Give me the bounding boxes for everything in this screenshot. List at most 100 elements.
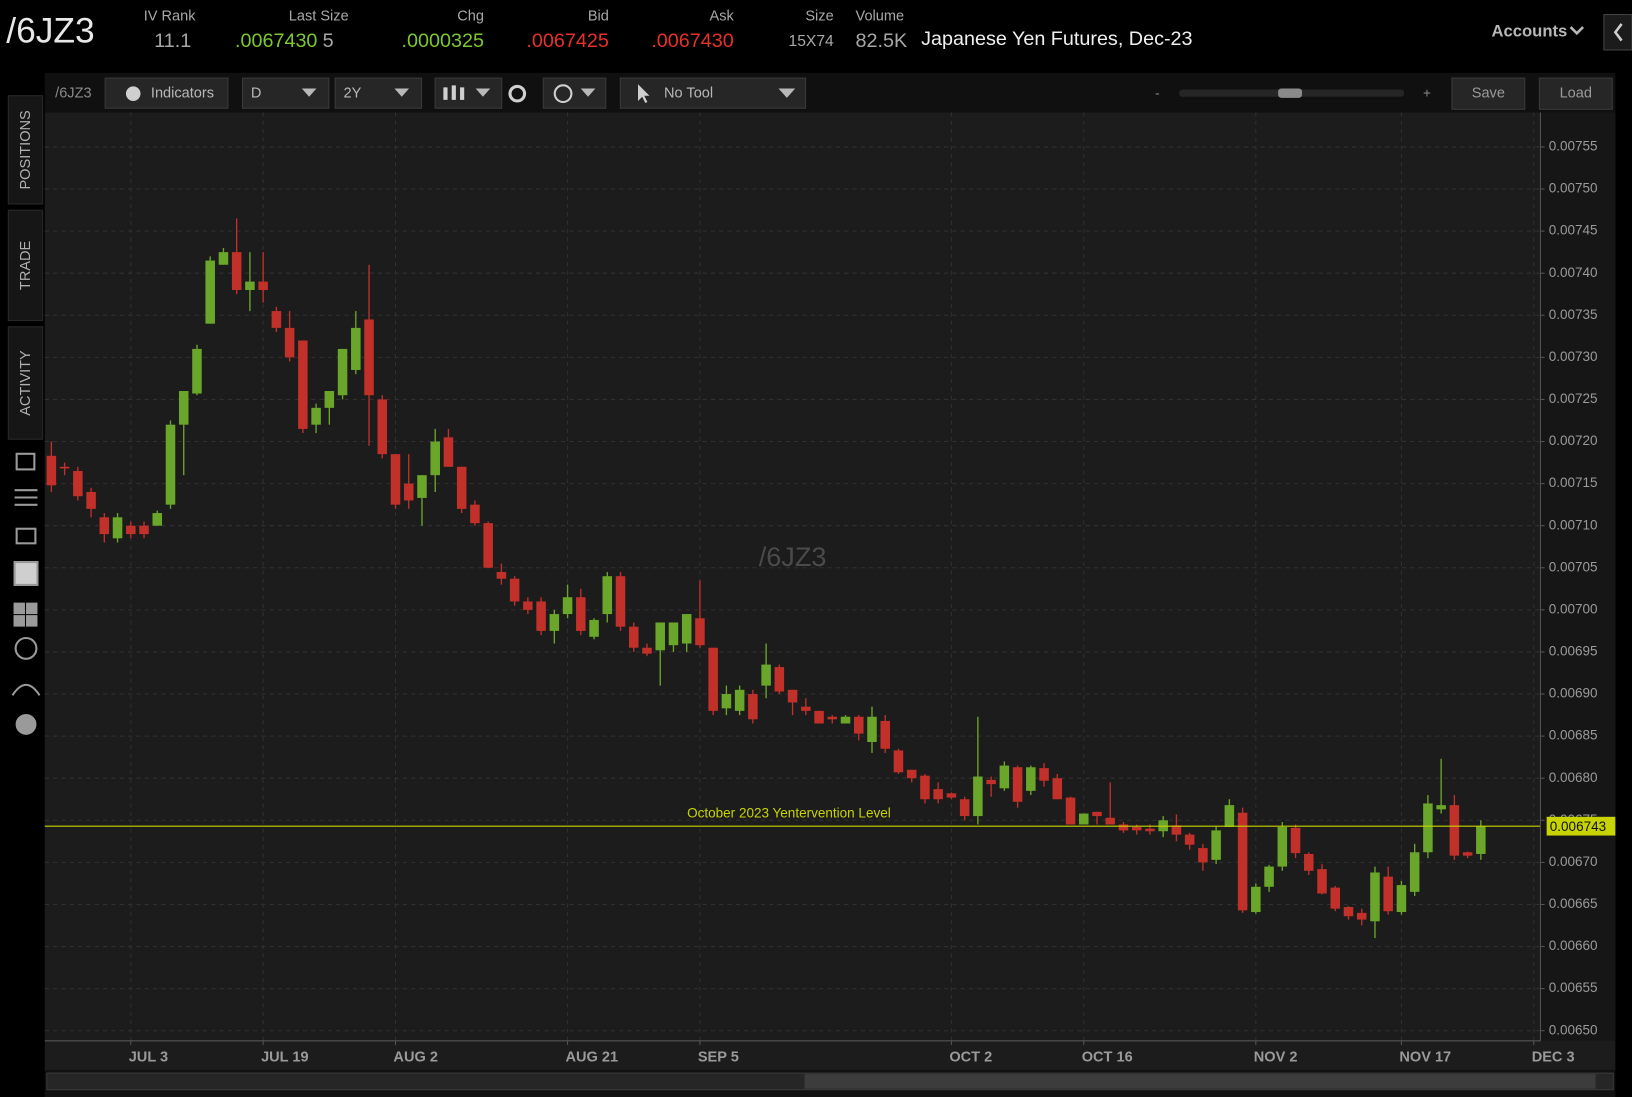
- aggregation-dropdown[interactable]: [241, 77, 330, 109]
- icon[interactable]: [14, 489, 38, 506]
- load-label: Load: [1560, 86, 1592, 102]
- field-label: Bid: [588, 8, 609, 24]
- candle-body: [258, 281, 268, 291]
- candle-body: [324, 391, 335, 408]
- icon[interactable]: [13, 602, 38, 627]
- icon[interactable]: [15, 713, 37, 735]
- candle-body: [973, 776, 983, 817]
- side-tab-label: POSITIONS: [18, 110, 34, 190]
- candle-body: [1171, 825, 1182, 835]
- y-tick-label: 0.00755: [1549, 138, 1598, 153]
- candle-body: [165, 424, 176, 505]
- candle-body: [46, 455, 57, 486]
- collapse-icon: [1613, 23, 1623, 42]
- icon[interactable]: [14, 636, 38, 660]
- candle-body: [351, 327, 361, 370]
- zoom-in[interactable]: +: [1423, 85, 1431, 100]
- y-tick-label: 0.00690: [1549, 686, 1598, 701]
- settings-icon[interactable]: [508, 84, 527, 103]
- indicators-icon: [125, 86, 141, 101]
- candle-body: [840, 716, 851, 724]
- y-tick-label: 0.00750: [1549, 181, 1598, 196]
- zoom-thumb[interactable]: [1278, 88, 1303, 98]
- side-tab[interactable]: [7, 95, 44, 205]
- tool-dropdown[interactable]: [619, 77, 807, 109]
- collapse-button[interactable]: [1603, 14, 1632, 51]
- candle-body: [576, 597, 586, 631]
- load-button[interactable]: [1538, 77, 1613, 110]
- candle-body: [1105, 817, 1116, 825]
- dropdown-arrow: [301, 88, 317, 97]
- field-label: Ask: [709, 8, 734, 24]
- candle-body: [1052, 778, 1063, 800]
- candle-body: [1131, 827, 1142, 831]
- candle-body: [880, 720, 890, 749]
- candle-body: [589, 619, 599, 637]
- toolbar-symbol[interactable]: /6JZ3: [55, 86, 91, 102]
- side-tab-label: TRADE: [18, 240, 34, 290]
- candle-body: [536, 601, 546, 631]
- candle-body: [1462, 852, 1473, 856]
- x-tick-label: OCT 16: [1082, 1049, 1133, 1065]
- x-tick-label: DEC 3: [1532, 1049, 1575, 1065]
- candle-body: [1264, 866, 1274, 887]
- side-icons: [11, 452, 41, 735]
- candle-body: [1251, 886, 1261, 913]
- icon[interactable]: [15, 452, 36, 471]
- y-tick-label: 0.00650: [1549, 1022, 1598, 1037]
- watermark: /6JZ3: [759, 542, 827, 572]
- candle-body: [1330, 887, 1341, 909]
- candle-body: [1449, 805, 1460, 856]
- candle-body: [73, 470, 83, 497]
- scroll-thumb[interactable]: [804, 1074, 1596, 1089]
- candle-body: [642, 647, 652, 654]
- candle-body: [470, 504, 480, 524]
- icon[interactable]: [15, 527, 37, 545]
- y-tick-label: 0.00725: [1549, 391, 1598, 406]
- candle-body: [1396, 885, 1407, 913]
- candle-body: [1317, 869, 1327, 894]
- candle-body: [456, 466, 467, 509]
- description: Japanese Yen Futures, Dec-23: [921, 28, 1192, 50]
- side-tab[interactable]: [7, 326, 44, 440]
- field-value: .0000325: [402, 30, 484, 52]
- zoom-out[interactable]: -: [1155, 85, 1160, 100]
- accounts-menu[interactable]: Accounts: [1491, 22, 1567, 41]
- save-button[interactable]: [1451, 77, 1526, 110]
- candle-body: [1290, 827, 1301, 854]
- candle-body: [1476, 826, 1486, 854]
- candle-body: [178, 391, 189, 425]
- candle-body: [695, 618, 705, 646]
- candle-body: [417, 475, 427, 498]
- candle-body: [734, 689, 745, 711]
- candle-body: [1409, 852, 1420, 892]
- header-bar: [0, 0, 1632, 73]
- candle-body: [1039, 768, 1049, 781]
- candle-body: [126, 525, 136, 535]
- field-value: .0067430: [235, 30, 317, 52]
- y-tick-label: 0.00705: [1549, 559, 1598, 574]
- candle-body: [430, 441, 440, 476]
- y-tick-label: 0.00715: [1549, 475, 1598, 490]
- candle-body: [761, 664, 771, 686]
- candle-body: [1436, 805, 1446, 810]
- dropdown-arrow: [580, 88, 596, 97]
- candle-body: [1423, 803, 1433, 853]
- icon[interactable]: [13, 560, 39, 586]
- cursor-icon: [638, 84, 650, 104]
- field-label: Volume: [856, 8, 905, 24]
- candle-body: [893, 750, 904, 773]
- accounts-chevron[interactable]: [1569, 26, 1585, 36]
- side-tab[interactable]: [7, 209, 44, 322]
- candle-body: [86, 492, 96, 509]
- y-tick-label: 0.00700: [1549, 601, 1598, 616]
- symbol[interactable]: /6JZ3: [6, 12, 94, 51]
- candle-body: [933, 789, 943, 800]
- indicators-button[interactable]: [104, 77, 229, 109]
- period-dropdown[interactable]: [334, 77, 423, 109]
- candle-body: [602, 576, 613, 615]
- candle-body: [1118, 824, 1129, 831]
- drawing-dropdown[interactable]: [542, 77, 607, 109]
- icon[interactable]: [11, 683, 41, 696]
